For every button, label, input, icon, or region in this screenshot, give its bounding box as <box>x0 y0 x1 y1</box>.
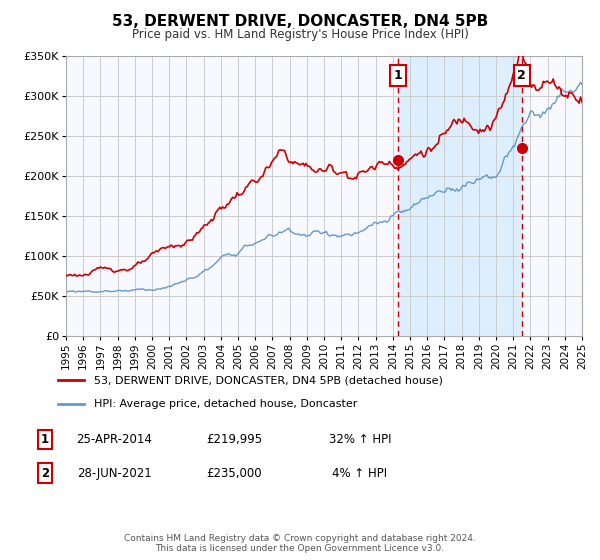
Text: 53, DERWENT DRIVE, DONCASTER, DN4 5PB (detached house): 53, DERWENT DRIVE, DONCASTER, DN4 5PB (d… <box>94 375 443 385</box>
Text: 2: 2 <box>517 69 526 82</box>
Text: 25-APR-2014: 25-APR-2014 <box>76 433 152 446</box>
Text: Contains HM Land Registry data © Crown copyright and database right 2024.
This d: Contains HM Land Registry data © Crown c… <box>124 534 476 553</box>
Text: 2: 2 <box>41 466 49 480</box>
Bar <box>398 56 521 336</box>
Text: 4% ↑ HPI: 4% ↑ HPI <box>332 466 388 480</box>
Text: 32% ↑ HPI: 32% ↑ HPI <box>329 433 391 446</box>
Text: £219,995: £219,995 <box>206 433 262 446</box>
Text: HPI: Average price, detached house, Doncaster: HPI: Average price, detached house, Donc… <box>94 399 358 409</box>
Text: £235,000: £235,000 <box>206 466 262 480</box>
Text: Price paid vs. HM Land Registry's House Price Index (HPI): Price paid vs. HM Land Registry's House … <box>131 28 469 41</box>
Text: 1: 1 <box>394 69 403 82</box>
Text: 53, DERWENT DRIVE, DONCASTER, DN4 5PB: 53, DERWENT DRIVE, DONCASTER, DN4 5PB <box>112 14 488 29</box>
Text: 1: 1 <box>41 433 49 446</box>
Text: 28-JUN-2021: 28-JUN-2021 <box>77 466 151 480</box>
